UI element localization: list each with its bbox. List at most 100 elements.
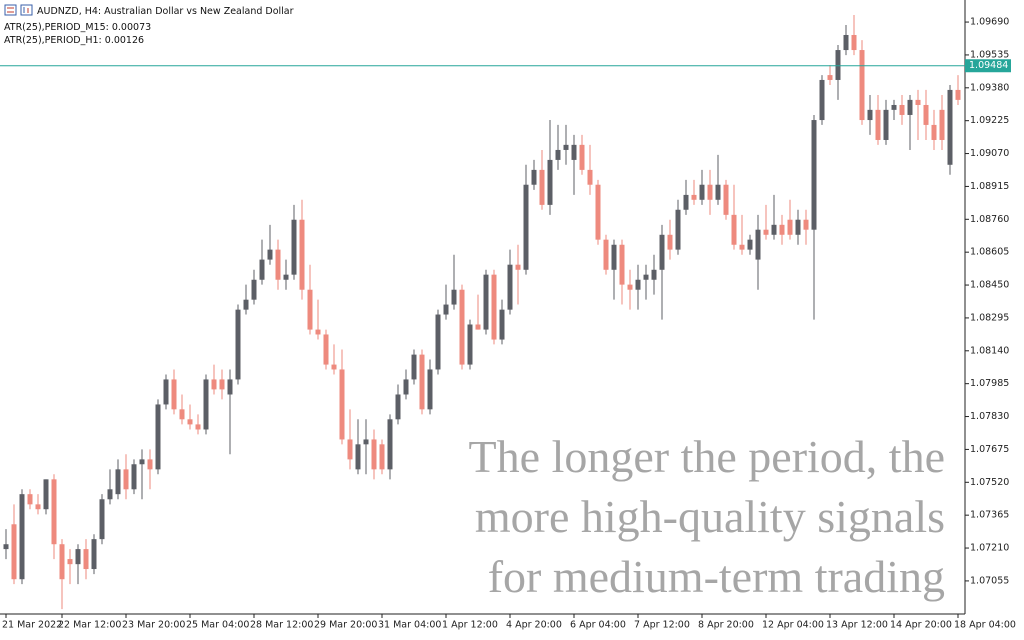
candle-body <box>763 229 769 235</box>
x-tick-label: 8 Apr 20:00 <box>698 620 754 631</box>
candle-body <box>547 159 553 205</box>
candle-body <box>195 424 201 430</box>
candle-body <box>667 234 673 250</box>
candle-body <box>467 324 473 365</box>
y-tick-label: 1.07055 <box>970 575 1009 586</box>
candle-body <box>147 459 153 470</box>
indicator-label: ATR(25),PERIOD_H1: 0.00126 <box>4 35 144 46</box>
overlay-text: more high-quality signals <box>475 491 945 542</box>
candle-body <box>115 469 121 495</box>
candle-body <box>923 104 929 125</box>
icon-list[interactable] <box>4 4 17 16</box>
y-tick-label: 1.08450 <box>970 280 1009 291</box>
candle-body <box>371 439 377 470</box>
candle-body <box>915 99 921 105</box>
y-tick-label: 1.08915 <box>970 181 1009 192</box>
x-tick-label: 4 Apr 20:00 <box>506 620 562 631</box>
candle-body <box>691 194 697 200</box>
candle-body <box>867 109 873 121</box>
candle-body <box>907 99 913 115</box>
candle-body <box>19 494 25 580</box>
candle-body <box>779 224 785 235</box>
candle-body <box>651 269 657 280</box>
candle-body <box>659 234 665 270</box>
candle-body <box>891 104 897 110</box>
candle-body <box>363 439 369 445</box>
y-tick-label: 1.07520 <box>970 477 1009 488</box>
y-tick-label: 1.07675 <box>970 444 1009 455</box>
candle-body <box>731 214 737 245</box>
candle-body <box>323 334 329 365</box>
y-tick-label: 1.07985 <box>970 378 1009 389</box>
price-tag-label: 1.09484 <box>969 60 1008 71</box>
candle-body <box>939 109 945 140</box>
candle-body <box>59 544 65 580</box>
x-tick-label: 31 Mar 04:00 <box>378 620 441 631</box>
candle-body <box>203 379 209 430</box>
candle-body <box>267 249 273 260</box>
candle-body <box>347 439 353 460</box>
candle-body <box>443 304 449 315</box>
candle-body <box>419 354 425 410</box>
candle-body <box>835 50 841 80</box>
candle-body <box>515 264 521 270</box>
candle-body <box>723 184 729 215</box>
candle-body <box>291 219 297 275</box>
candle-body <box>435 314 441 370</box>
candle-body <box>491 274 497 340</box>
candle-body <box>931 124 937 140</box>
candle-body <box>499 309 505 340</box>
candle-body <box>475 324 481 330</box>
x-tick-label: 22 Mar 12:00 <box>58 620 121 631</box>
candle-body <box>379 444 385 470</box>
candle-body <box>587 169 593 185</box>
candle-body <box>843 34 849 51</box>
candle-body <box>747 239 753 250</box>
candle-body <box>235 309 241 380</box>
candle-body <box>611 244 617 270</box>
x-tick-label: 25 Mar 04:00 <box>186 620 249 631</box>
candle-body <box>43 479 49 510</box>
candle-body <box>219 379 225 390</box>
candle-body <box>699 184 705 200</box>
x-tick-label: 6 Apr 04:00 <box>570 620 626 631</box>
y-tick-label: 1.09225 <box>970 115 1009 126</box>
candle-body <box>3 544 9 550</box>
y-tick-label: 1.08140 <box>970 345 1009 356</box>
candle-body <box>171 379 177 410</box>
candle-body <box>643 274 649 280</box>
candle-body <box>787 219 793 235</box>
candle-body <box>51 479 57 545</box>
candle-body <box>107 489 113 500</box>
candle-body <box>427 369 433 410</box>
candle-body <box>859 50 865 121</box>
y-tick-label: 1.09380 <box>970 82 1009 93</box>
candle-body <box>803 219 809 230</box>
candle-body <box>851 34 857 51</box>
candle-body <box>315 329 321 335</box>
candle-body <box>35 504 41 510</box>
candle-body <box>459 289 465 365</box>
x-tick-label: 29 Mar 20:00 <box>314 620 377 631</box>
candle-body <box>707 184 713 200</box>
candle-body <box>251 279 257 300</box>
candle-body <box>771 224 777 235</box>
candle-body <box>131 464 137 490</box>
candle-body <box>211 379 217 390</box>
x-tick-label: 12 Apr 04:00 <box>762 620 824 631</box>
candle-body <box>595 184 601 240</box>
candle-body <box>163 379 169 405</box>
candle-body <box>795 219 801 235</box>
y-tick-label: 1.07365 <box>970 510 1009 521</box>
candle-body <box>683 194 689 210</box>
candle-body <box>819 79 825 121</box>
price-tag <box>965 59 1011 73</box>
x-tick-label: 28 Mar 12:00 <box>250 620 313 631</box>
candle-body <box>811 120 817 230</box>
icon-chart[interactable] <box>20 4 33 16</box>
indicator-label: ATR(25),PERIOD_M15: 0.00073 <box>4 22 151 33</box>
candle-body <box>627 284 633 290</box>
candle-body <box>75 549 81 565</box>
